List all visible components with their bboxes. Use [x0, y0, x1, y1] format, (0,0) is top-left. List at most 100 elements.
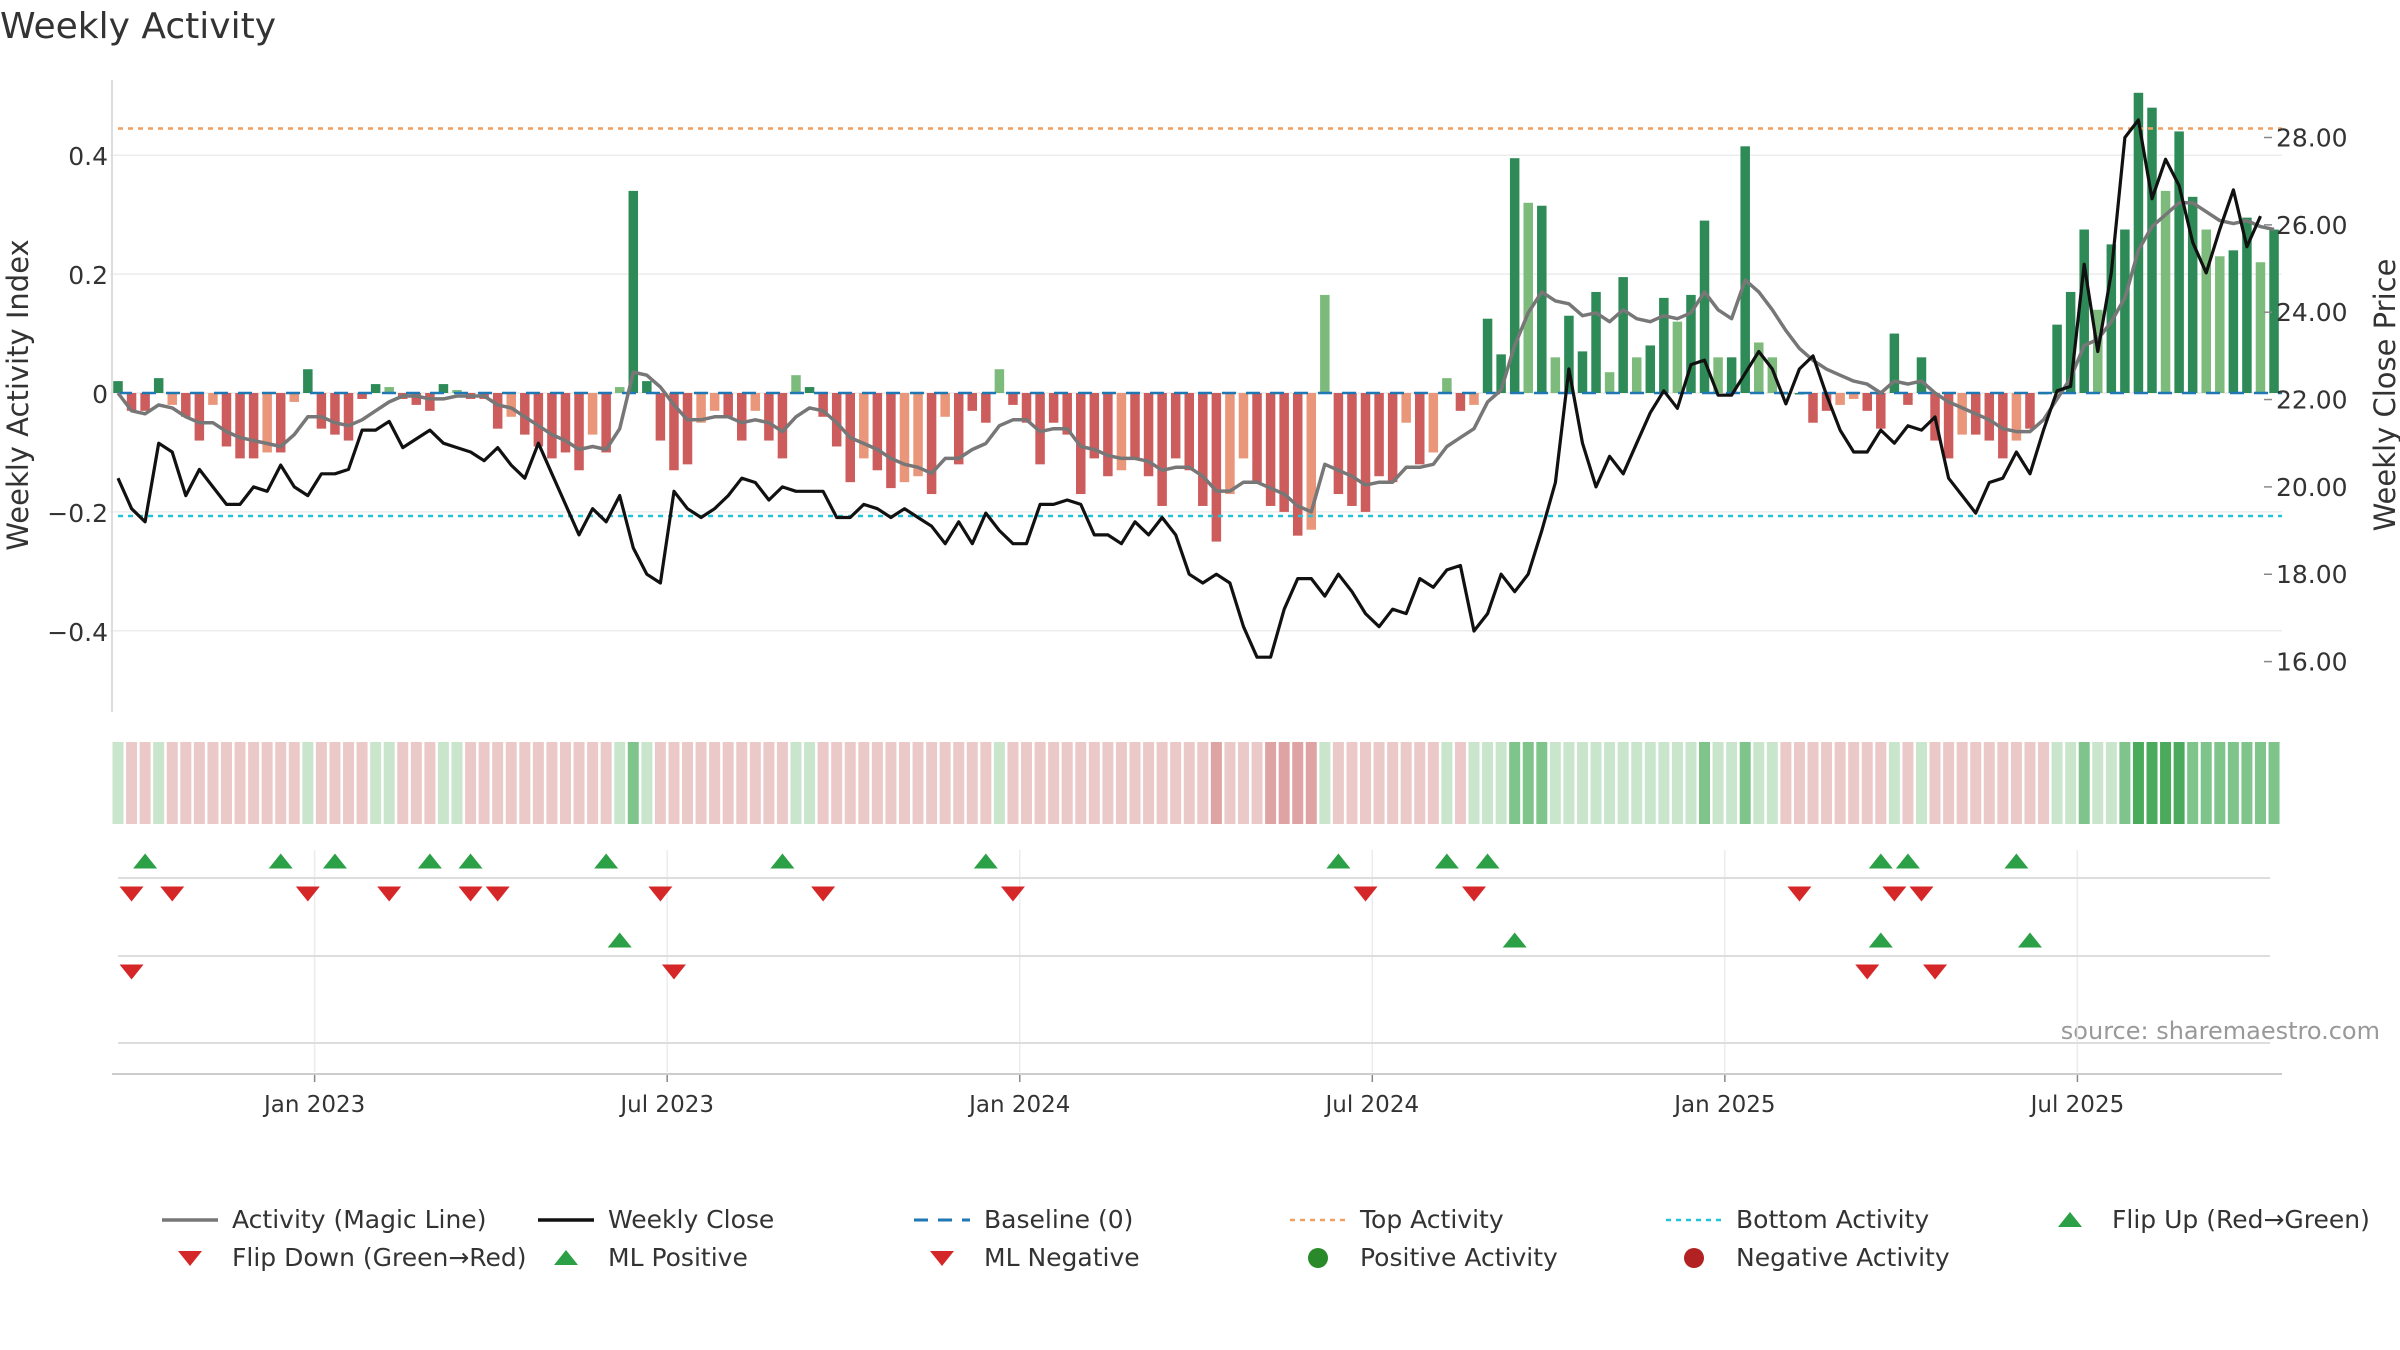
x-tick-label: Jan 2024 — [967, 1092, 1070, 1118]
activity-heat-cell — [763, 742, 775, 824]
ml-negative-marker — [661, 964, 686, 980]
activity-heat-cell — [926, 742, 938, 824]
activity-heat-cell — [1956, 742, 1968, 824]
activity-heat-cell — [356, 742, 368, 824]
activity-heat-cell — [1699, 742, 1711, 824]
activity-bar — [506, 393, 516, 417]
activity-heat-cell — [1495, 742, 1507, 824]
activity-bar — [1537, 205, 1547, 393]
activity-bar — [642, 381, 652, 393]
ml-positive-marker — [607, 932, 632, 948]
activity-bar — [804, 387, 815, 393]
activity-bar — [343, 393, 354, 441]
flip-down-marker — [160, 886, 185, 902]
activity-heat-cell — [695, 742, 707, 824]
activity-bar — [520, 393, 530, 435]
flip-up-marker — [1326, 853, 1351, 869]
activity-bar — [2052, 324, 2062, 393]
activity-heat-cell — [871, 742, 883, 824]
x-tick-label: Jul 2023 — [618, 1092, 714, 1118]
activity-heat-cell — [1766, 742, 1778, 824]
legend-item: Baseline (0) — [912, 1205, 1133, 1234]
flip-up-marker — [973, 853, 998, 869]
activity-heat-cell — [2078, 742, 2090, 824]
activity-heat-cell — [1468, 742, 1480, 824]
activity-heat-cell — [709, 742, 721, 824]
flip-up-marker — [322, 853, 347, 869]
activity-heat-cell — [275, 742, 287, 824]
legend-swatch-icon — [162, 1217, 218, 1222]
activity-heat-cell — [234, 742, 246, 824]
activity-heat-cell — [722, 742, 734, 824]
activity-heat-cell — [2132, 742, 2144, 824]
flip-down-marker — [377, 886, 402, 902]
activity-bar — [886, 393, 896, 489]
flip-down-marker — [1353, 886, 1378, 902]
activity-heat-cell — [1075, 742, 1087, 824]
activity-bar — [1699, 220, 1710, 393]
activity-bar — [1279, 393, 1289, 512]
activity-heat-cell — [966, 742, 978, 824]
activity-bar — [2160, 190, 2171, 393]
activity-heat-cell — [1278, 742, 1290, 824]
activity-bar — [1848, 393, 1859, 399]
flip-down-marker — [1462, 886, 1486, 902]
activity-bar — [1713, 357, 1723, 393]
activity-heat-cell — [844, 742, 856, 824]
flip-up-marker — [1434, 853, 1459, 869]
activity-bar — [262, 393, 272, 453]
flip-up-marker — [594, 853, 619, 869]
activity-heat-cell — [505, 742, 517, 824]
activity-heat-cell — [736, 742, 748, 824]
activity-bar — [1672, 321, 1683, 393]
activity-heat-cell — [1834, 742, 1846, 824]
activity-bar — [1116, 393, 1127, 471]
activity-heat-cell — [587, 742, 599, 824]
activity-bar — [831, 393, 842, 447]
activity-heat-cell — [343, 742, 355, 824]
activity-bar — [1998, 393, 2008, 459]
activity-bar — [1577, 351, 1588, 393]
legend-label: Top Activity — [1360, 1205, 1504, 1234]
activity-heat-cell — [1888, 742, 1900, 824]
activity-heat-cell — [2173, 742, 2185, 824]
activity-heat-cell — [1088, 742, 1100, 824]
activity-heat-cell — [180, 742, 192, 824]
activity-bar — [2120, 229, 2130, 393]
activity-bar — [655, 393, 666, 441]
activity-heat-cell — [1048, 742, 1060, 824]
ml-positive-marker — [2017, 932, 2042, 948]
legend-label: Baseline (0) — [984, 1205, 1134, 1234]
activity-bar — [2187, 196, 2198, 393]
activity-bar — [1008, 393, 1018, 405]
activity-bar — [1211, 393, 1222, 542]
legend-label: Flip Up (Red→Green) — [2112, 1205, 2370, 1234]
activity-heat-cell — [532, 742, 544, 824]
activity-bar — [1252, 393, 1262, 483]
activity-bar — [167, 393, 177, 405]
activity-bar — [492, 393, 503, 429]
activity-heat-cell — [939, 742, 951, 824]
activity-bar — [926, 393, 937, 495]
activity-heat-cell — [1536, 742, 1548, 824]
y-right-tick-label: 26.00 — [2276, 211, 2348, 240]
activity-bar — [1984, 393, 1995, 441]
activity-bar — [1428, 393, 1439, 453]
activity-bar — [1347, 393, 1357, 506]
activity-bar — [560, 393, 571, 453]
activity-bar — [1157, 393, 1167, 506]
activity-heat-cell — [817, 742, 829, 824]
flip-up-marker — [417, 853, 442, 869]
activity-heat-cell — [2092, 742, 2104, 824]
flip-down-marker — [458, 886, 483, 902]
activity-heat-cell — [437, 742, 449, 824]
flip-down-marker — [648, 886, 673, 902]
activity-heat-cell — [1685, 742, 1697, 824]
legend-label: Negative Activity — [1736, 1243, 1950, 1272]
legend-item: Flip Down (Green→Red) — [160, 1243, 527, 1272]
activity-bar — [1103, 393, 1113, 477]
legend-item: Flip Up (Red→Green) — [2040, 1205, 2370, 1234]
activity-bar — [1170, 393, 1181, 459]
legend-circle-icon — [1684, 1247, 1704, 1268]
